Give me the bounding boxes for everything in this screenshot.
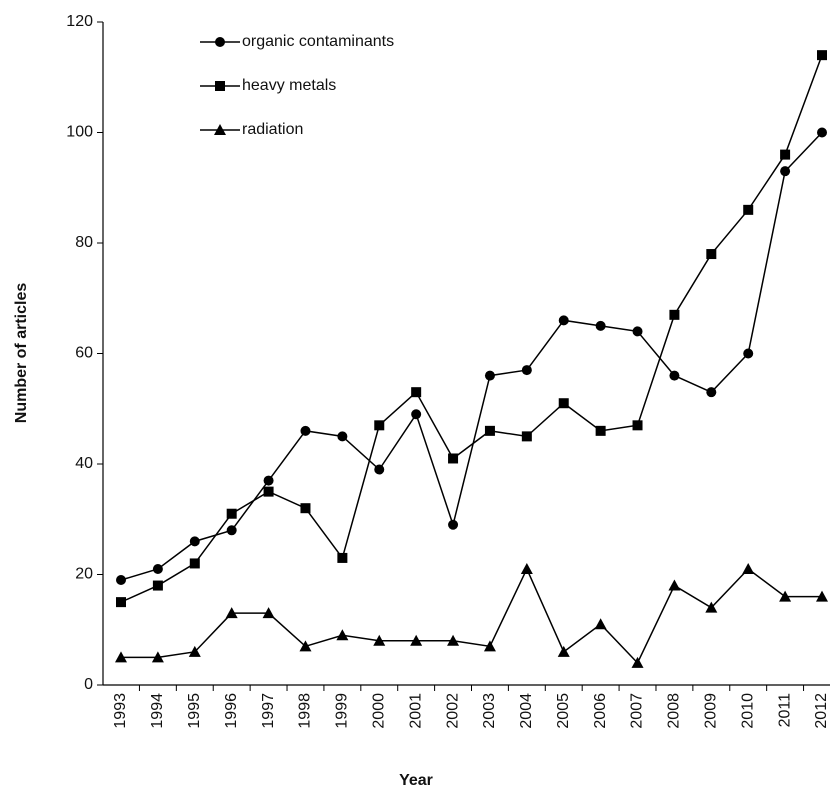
y-tick-label: 40 — [75, 455, 93, 472]
marker — [373, 634, 386, 646]
x-tick-label: 2008 — [666, 693, 683, 729]
marker — [337, 552, 348, 563]
marker — [558, 315, 569, 326]
marker — [706, 249, 717, 260]
marker — [779, 590, 792, 602]
marker — [300, 503, 311, 514]
marker — [595, 320, 606, 331]
y-tick-label: 0 — [84, 676, 93, 693]
marker — [817, 50, 827, 61]
x-tick-label: 2012 — [813, 693, 830, 729]
marker — [483, 640, 496, 652]
marker — [521, 365, 532, 376]
marker — [816, 590, 828, 602]
marker — [448, 453, 459, 464]
marker — [263, 475, 274, 486]
legend-label: organic contaminants — [242, 33, 394, 50]
y-tick-label: 80 — [75, 234, 93, 251]
marker — [337, 431, 348, 442]
marker — [595, 425, 606, 436]
x-tick-label: 2010 — [739, 693, 756, 729]
series-line — [120, 54, 823, 603]
marker — [705, 601, 718, 613]
x-tick-label: 2000 — [370, 693, 387, 729]
x-tick-label: 1999 — [334, 693, 351, 729]
marker — [706, 387, 717, 398]
marker — [263, 486, 274, 497]
marker — [668, 579, 681, 591]
marker — [632, 420, 643, 431]
x-tick-label: 2011 — [776, 693, 793, 728]
marker — [226, 508, 237, 519]
marker — [374, 420, 385, 431]
x-tick-label: 1994 — [149, 693, 166, 729]
series-line — [121, 567, 822, 665]
marker — [817, 127, 827, 138]
marker — [411, 409, 422, 420]
x-tick-label: 2006 — [592, 693, 609, 729]
marker — [631, 656, 644, 668]
marker — [116, 575, 126, 586]
marker — [189, 536, 200, 547]
x-tick-label: 2009 — [703, 693, 720, 729]
x-tick-label: 1995 — [186, 693, 203, 729]
marker — [448, 519, 459, 530]
marker — [299, 640, 312, 652]
marker — [151, 651, 164, 663]
marker — [214, 124, 226, 135]
x-tick-label: 1996 — [223, 693, 240, 729]
legend-label: heavy metals — [242, 77, 336, 94]
marker — [743, 204, 754, 215]
x-tick-label: 2003 — [481, 693, 498, 729]
x-tick-label: 1998 — [297, 693, 314, 729]
marker — [189, 558, 200, 569]
marker — [300, 425, 311, 436]
marker — [780, 166, 791, 177]
marker — [411, 387, 422, 398]
x-tick-label: 1997 — [260, 693, 277, 729]
y-tick-label: 20 — [75, 566, 93, 583]
marker — [743, 348, 754, 359]
x-axis-label: Year — [399, 772, 433, 789]
marker — [742, 562, 755, 574]
x-tick-label: 2002 — [444, 693, 461, 729]
marker — [188, 645, 201, 657]
marker — [374, 464, 385, 475]
x-tick-label: 2005 — [555, 693, 572, 729]
y-tick-label: 120 — [66, 13, 93, 30]
marker — [484, 425, 495, 436]
legend-label: radiation — [242, 121, 303, 138]
marker — [336, 629, 349, 641]
marker — [557, 645, 570, 657]
marker — [780, 149, 791, 160]
marker — [594, 618, 607, 630]
y-tick-label: 60 — [75, 345, 93, 362]
marker — [520, 562, 533, 574]
x-tick-label: 2001 — [407, 693, 424, 729]
marker — [521, 431, 532, 442]
marker — [410, 634, 423, 646]
marker — [115, 651, 127, 663]
marker — [484, 370, 495, 381]
marker — [215, 37, 225, 47]
x-tick-label: 1993 — [112, 693, 129, 729]
marker — [669, 370, 680, 381]
y-tick-label: 100 — [66, 124, 93, 141]
marker — [262, 607, 275, 619]
x-tick-label: 2007 — [629, 693, 646, 729]
marker — [225, 607, 238, 619]
series-line — [120, 131, 823, 581]
marker — [152, 563, 163, 574]
marker — [152, 580, 163, 591]
marker — [669, 309, 680, 320]
marker — [226, 525, 237, 536]
marker — [558, 398, 569, 409]
marker — [632, 326, 643, 337]
marker — [215, 81, 225, 91]
marker — [447, 634, 460, 646]
x-tick-label: 2004 — [518, 693, 535, 729]
y-axis-label: Number of articles — [13, 283, 30, 424]
marker — [116, 597, 126, 608]
